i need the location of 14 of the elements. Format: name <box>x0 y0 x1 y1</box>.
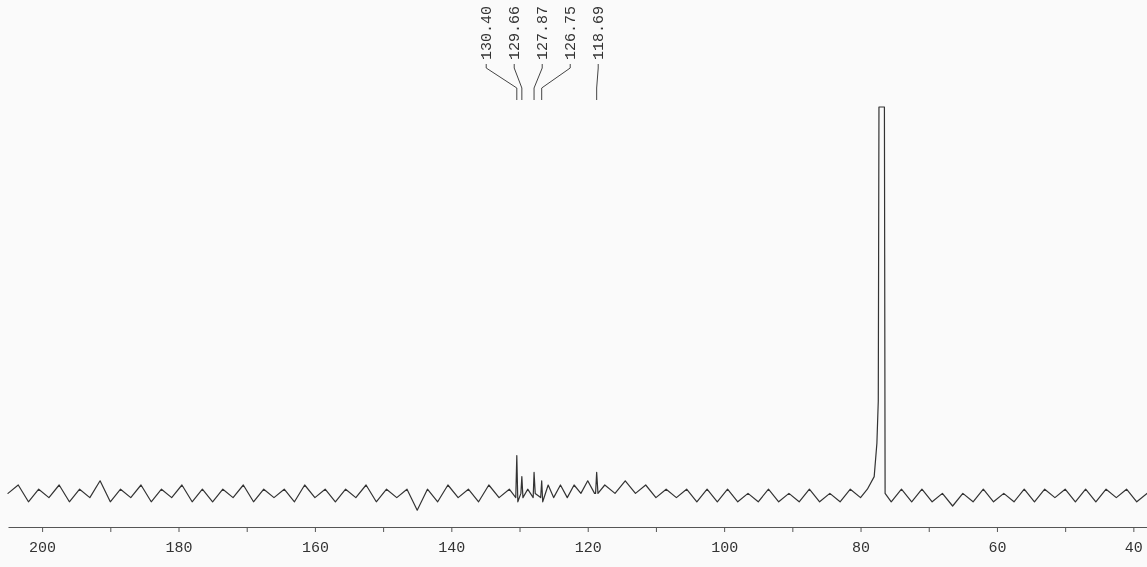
annotation: 118.69 <box>591 5 609 60</box>
annotation: 126.75 <box>563 5 581 60</box>
x-tick-label: 140 <box>438 539 466 557</box>
annotation: 127.87 <box>535 5 553 60</box>
x-tick-label: 80 <box>852 539 871 557</box>
x-tick-label: 180 <box>165 539 193 557</box>
x-tick-label: 40 <box>1124 539 1143 557</box>
annotation: 129.66 <box>507 5 525 60</box>
x-tick-label: 160 <box>301 539 329 557</box>
x-tick-label: 100 <box>711 539 739 557</box>
x-tick-label: 120 <box>574 539 602 557</box>
x-tick-label: 200 <box>29 539 57 557</box>
annotation: 130.40 <box>479 5 497 60</box>
x-tick-label: 60 <box>988 539 1007 557</box>
